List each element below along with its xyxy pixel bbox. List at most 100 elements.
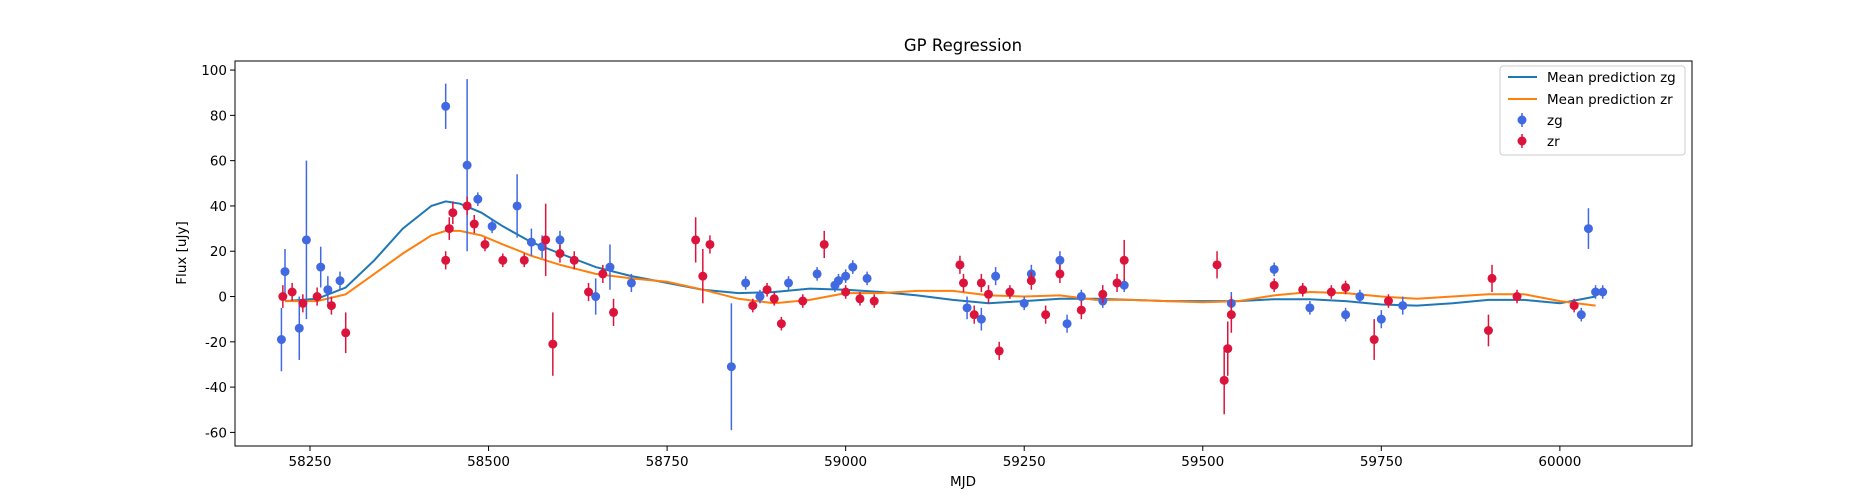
y-tick-label: -40 xyxy=(205,380,227,396)
data-point-zr xyxy=(569,255,579,265)
data-point-zr xyxy=(819,239,829,249)
y-tick-label: 60 xyxy=(210,154,227,170)
data-point-zr xyxy=(341,328,351,338)
data-point-zr xyxy=(441,255,451,265)
data-point-zg xyxy=(335,276,345,286)
data-point-zr xyxy=(1212,260,1222,270)
y-tick-label: -20 xyxy=(205,335,227,351)
y-tick-label: 100 xyxy=(201,63,227,79)
data-point-zr xyxy=(1569,301,1579,311)
data-point-zr xyxy=(1341,282,1351,292)
data-point-zg xyxy=(1398,301,1408,311)
data-point-zr xyxy=(1219,375,1229,385)
data-point-zg xyxy=(512,201,522,211)
data-point-zr xyxy=(326,301,336,311)
data-point-zg xyxy=(726,362,736,372)
data-point-zg xyxy=(1055,255,1065,265)
data-point-zg xyxy=(555,235,565,245)
data-point-zg xyxy=(834,276,844,286)
x-tick-label: 58500 xyxy=(467,454,510,470)
data-point-zg xyxy=(741,278,751,288)
data-point-zr xyxy=(855,294,865,304)
data-point-zg xyxy=(526,237,536,247)
data-point-zr xyxy=(444,224,454,234)
axes-frame xyxy=(234,60,1693,447)
data-point-zg xyxy=(1076,292,1086,302)
data-point-zr xyxy=(312,292,322,302)
data-point-zg xyxy=(441,101,451,111)
data-point-zr xyxy=(762,285,772,295)
data-point-zr xyxy=(555,249,565,258)
data-point-zr xyxy=(798,296,808,306)
plot-area xyxy=(276,79,1608,431)
data-point-zg xyxy=(841,271,851,281)
data-point-zg xyxy=(812,269,822,279)
legend-label-mean-zr: Mean prediction zr xyxy=(1547,92,1673,108)
data-point-zr xyxy=(287,287,297,297)
data-point-zr xyxy=(278,292,288,302)
data-point-zr xyxy=(769,294,779,304)
data-point-zr xyxy=(969,310,979,320)
data-point-zr xyxy=(1055,269,1065,279)
x-axis-label: MJD xyxy=(950,474,976,490)
mean-prediction-line-zg xyxy=(284,200,1596,307)
data-point-zr xyxy=(976,278,986,288)
data-point-zg xyxy=(1376,314,1386,324)
y-tick-label: -60 xyxy=(205,425,227,441)
data-point-zr xyxy=(983,289,993,299)
data-point-zg xyxy=(626,278,636,288)
data-point-zg xyxy=(301,235,311,245)
legend-label-zg: zg xyxy=(1547,113,1563,129)
data-point-zg xyxy=(591,292,601,302)
data-point-zr xyxy=(1483,326,1493,335)
data-point-zr xyxy=(548,339,558,349)
data-point-zg xyxy=(1019,298,1029,308)
data-point-zr xyxy=(498,255,508,265)
data-point-zg xyxy=(784,278,794,288)
data-point-zr xyxy=(955,260,965,270)
data-point-zg xyxy=(1062,319,1072,329)
data-point-zr xyxy=(1119,255,1129,265)
data-point-zg xyxy=(473,194,483,204)
x-tick-label: 58750 xyxy=(646,454,689,470)
data-point-zr xyxy=(584,287,594,297)
y-tick-label: 40 xyxy=(210,199,227,215)
legend-dot xyxy=(1517,115,1527,125)
data-point-zg xyxy=(280,267,290,277)
data-point-zr xyxy=(1226,310,1236,320)
data-point-zr xyxy=(609,307,619,317)
y-tick-label: 80 xyxy=(210,108,227,124)
data-point-zg xyxy=(276,335,286,345)
legend-marker-zr xyxy=(1517,134,1527,148)
data-point-zg xyxy=(1598,287,1608,297)
data-point-zg xyxy=(1269,264,1279,274)
data-point-zg xyxy=(462,160,472,170)
data-point-zr xyxy=(1512,292,1522,302)
data-point-zg xyxy=(755,292,765,302)
x-tick-label: 59500 xyxy=(1181,454,1224,470)
data-point-zr xyxy=(480,239,490,249)
data-point-zr xyxy=(1223,344,1233,354)
data-point-zg xyxy=(605,262,615,272)
data-point-zr xyxy=(748,301,758,311)
legend-box xyxy=(1499,65,1686,156)
x-tick-label: 59250 xyxy=(1003,454,1046,470)
legend-label-mean-zg: Mean prediction zg xyxy=(1547,70,1676,86)
data-point-zr xyxy=(448,208,458,218)
series-zg xyxy=(276,79,1608,431)
data-point-zr xyxy=(705,239,715,249)
data-point-zr xyxy=(1076,305,1086,315)
data-point-zr xyxy=(841,287,851,297)
data-point-zr xyxy=(1269,280,1279,290)
data-point-zr xyxy=(691,235,701,245)
data-point-zg xyxy=(1583,224,1593,234)
data-point-zg xyxy=(294,323,304,333)
data-point-zg xyxy=(316,262,326,272)
series-zr xyxy=(278,196,1579,415)
data-point-zr xyxy=(1369,335,1379,345)
data-point-zr xyxy=(1026,276,1036,286)
chart-title: GP Regression xyxy=(904,36,1022,55)
x-tick-label: 60000 xyxy=(1538,454,1581,470)
data-point-zr xyxy=(1005,287,1015,297)
